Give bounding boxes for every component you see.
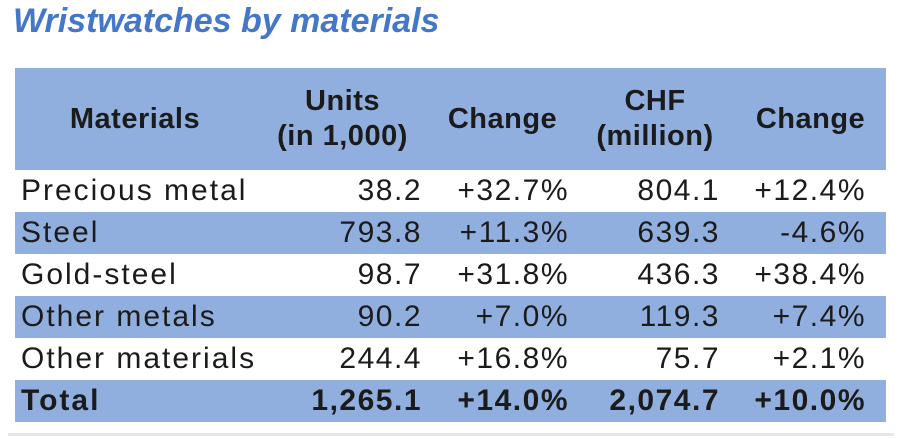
cell-chf: 75.7: [655, 342, 720, 375]
cell-material: Other metals: [21, 300, 217, 333]
column-header-sublabel: (in 1,000): [277, 120, 408, 152]
cell-units: 244.4: [339, 342, 422, 375]
column-header-units: Units (in 1,000): [255, 68, 430, 170]
column-header-label: CHF: [624, 85, 686, 117]
cell-units-change: +7.0%: [475, 300, 569, 333]
column-header-units-change: Change: [430, 68, 575, 170]
cell-material: Gold-steel: [21, 258, 178, 291]
bottom-edge-shadow: [8, 433, 894, 436]
column-header-label: Materials: [69, 102, 201, 135]
cell-chf-change: +12.4%: [754, 174, 866, 207]
column-header-materials: Materials: [15, 68, 255, 170]
column-header-chf-change: Change: [735, 68, 886, 170]
cell-chf-change: +38.4%: [754, 258, 866, 291]
cell-units: 38.2: [357, 174, 422, 207]
cell-units-change: +11.3%: [459, 216, 569, 249]
table-row: Other materials 244.4 +16.8% 75.7 +2.1%: [15, 338, 886, 380]
materials-table: Materials Units (in 1,000) Change CHF (m…: [15, 68, 886, 422]
table-total-row: Total 1,265.1 +14.0% 2,074.7 +10.0%: [15, 380, 886, 422]
table-row: Gold-steel 98.7 +31.8% 436.3 +38.4%: [15, 254, 886, 296]
cell-material: Total: [21, 384, 101, 417]
column-header-chf: CHF (million): [575, 68, 735, 170]
cell-units: 793.8: [339, 216, 422, 249]
cell-material: Steel: [21, 216, 100, 249]
cell-chf: 436.3: [637, 258, 720, 291]
cell-units-change: +16.8%: [457, 342, 569, 375]
cell-chf: 804.1: [637, 174, 720, 207]
cell-chf-change: +10.0%: [754, 384, 866, 417]
cell-chf-change: -4.6%: [780, 216, 866, 249]
cell-chf: 639.3: [637, 216, 720, 249]
column-header-label: Change: [755, 102, 866, 135]
cell-chf-change: +2.1%: [772, 342, 866, 375]
cell-units-change: +32.7%: [457, 174, 569, 207]
table-row: Other metals 90.2 +7.0% 119.3 +7.4%: [15, 296, 886, 338]
cell-units-change: +14.0%: [457, 384, 569, 417]
cell-material: Precious metal: [21, 174, 248, 207]
column-header-sublabel: (million): [596, 120, 714, 152]
cell-chf-change: +7.4%: [772, 300, 866, 333]
column-header-label: Units: [305, 85, 380, 117]
cell-chf: 2,074.7: [609, 384, 720, 417]
cell-chf: 119.3: [639, 300, 720, 333]
cell-units: 90.2: [357, 300, 422, 333]
column-header-label: Change: [447, 102, 558, 135]
cell-units: 1,265.1: [311, 384, 422, 417]
cell-material: Other materials: [21, 342, 257, 375]
cell-units: 98.7: [357, 258, 422, 291]
table-header-row: Materials Units (in 1,000) Change CHF (m…: [15, 68, 886, 170]
table-row: Steel 793.8 +11.3% 639.3 -4.6%: [15, 212, 886, 254]
page-title: Wristwatches by materials: [13, 2, 440, 40]
table-row: Precious metal 38.2 +32.7% 804.1 +12.4%: [15, 170, 886, 212]
cell-units-change: +31.8%: [457, 258, 569, 291]
